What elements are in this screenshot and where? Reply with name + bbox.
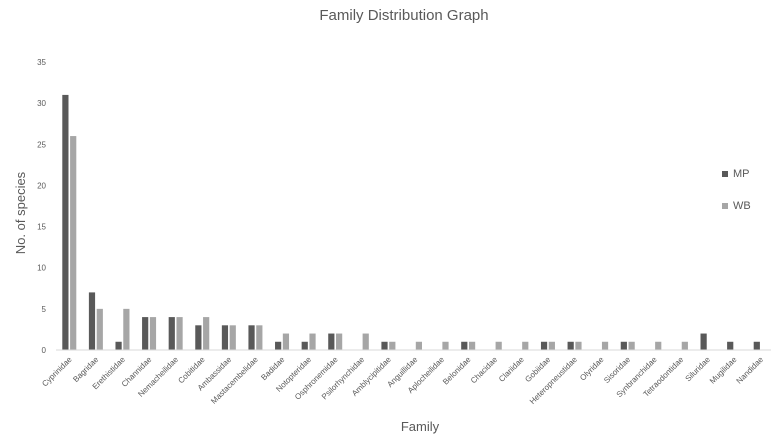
bar-wb-clariidae (522, 341, 529, 350)
bar-wb-synbranchidae (655, 341, 662, 350)
bar-mp-cyprinidae (62, 94, 69, 350)
bar-mp-ambassidae (221, 325, 229, 350)
bar-mp-osphronemidae (328, 333, 335, 350)
bar-mp-notopteridae (301, 341, 308, 350)
x-tick-label: Chacidae (469, 355, 500, 386)
x-tick-label: Mugilidae (708, 355, 739, 386)
bar-mp-mugilidae (727, 341, 734, 350)
bar-wb-chacidae (495, 341, 502, 350)
bar-mp-mastacembelidae (248, 325, 255, 350)
bar-mp-channidae (142, 317, 149, 350)
bar-wb-notopteridae (309, 333, 316, 350)
y-axis-ticks: 0 5 10 15 20 25 30 35 (37, 58, 46, 355)
bar-wb-bagridae (96, 308, 103, 350)
y-tick-label: 20 (37, 181, 46, 190)
bars (62, 94, 760, 350)
legend-swatch-wb (722, 203, 728, 209)
bar-wb-cobitidae (203, 317, 210, 350)
legend-label-mp: MP (733, 168, 750, 180)
bar-wb-tetraodontidae (681, 341, 688, 350)
legend: MP WB (722, 168, 751, 212)
bar-wb-aplocheilidae (442, 341, 449, 350)
x-tick-label: Heteropneustidae (528, 355, 579, 406)
bar-wb-belonidae (468, 341, 476, 350)
y-tick-label: 30 (37, 99, 46, 108)
bar-wb-ambassidae (229, 325, 236, 350)
x-tick-label: Nandidae (735, 355, 766, 386)
bar-wb-mastacembelidae (256, 325, 263, 350)
chart-title: Family Distribution Graph (319, 7, 488, 24)
bar-mp-amblycipitidae (381, 341, 388, 350)
bar-mp-cobitidae (195, 325, 202, 350)
bar-mp-nemacheilidae (168, 317, 175, 350)
x-tick-label: Clariidae (497, 355, 526, 384)
legend-label-wb: WB (733, 200, 751, 212)
bar-mp-siluridae (700, 333, 707, 350)
bar-wb-badidae (282, 333, 290, 350)
bar-wb-psilorhynchidae (362, 333, 369, 350)
bar-mp-bagridae (88, 292, 96, 350)
y-tick-label: 5 (42, 305, 47, 314)
y-tick-label: 25 (37, 140, 46, 149)
bar-mp-heteropneustidae (567, 341, 574, 350)
y-axis-title: No. of species (13, 171, 28, 254)
x-axis-title: Family (401, 419, 440, 434)
x-tick-label: Belonidae (441, 355, 473, 387)
bar-wb-heteropneustidae (575, 341, 582, 350)
x-axis-ticks: CyprinidaeBagridaeErethistidaeChannidaeN… (40, 355, 765, 406)
x-tick-label: Mastacembelidae (209, 355, 260, 406)
bar-wb-anguillidae (415, 341, 422, 350)
bar-wb-nemacheilidae (176, 317, 183, 350)
bar-mp-nandidae (753, 341, 760, 350)
bar-wb-gobiidae (548, 341, 555, 350)
bar-wb-osphronemidae (336, 333, 343, 350)
bar-mp-sisoridae (620, 341, 627, 350)
x-tick-label: Cyprinidae (40, 355, 74, 389)
y-tick-label: 0 (42, 346, 47, 355)
legend-swatch-mp (722, 171, 728, 177)
y-tick-label: 35 (37, 58, 46, 67)
bar-wb-sisoridae (628, 341, 635, 350)
bar-mp-badidae (275, 341, 282, 350)
bar-mp-erethistidae (115, 341, 122, 350)
bar-wb-olyridae (601, 341, 609, 350)
bar-wb-erethistidae (123, 308, 130, 350)
bar-wb-cyprinidae (70, 136, 77, 350)
bar-mp-gobiidae (540, 341, 548, 350)
y-tick-label: 15 (37, 223, 46, 232)
bar-mp-belonidae (461, 341, 468, 350)
bar-wb-amblycipitidae (389, 341, 396, 350)
bar-wb-channidae (149, 317, 157, 350)
y-tick-label: 10 (37, 264, 46, 273)
